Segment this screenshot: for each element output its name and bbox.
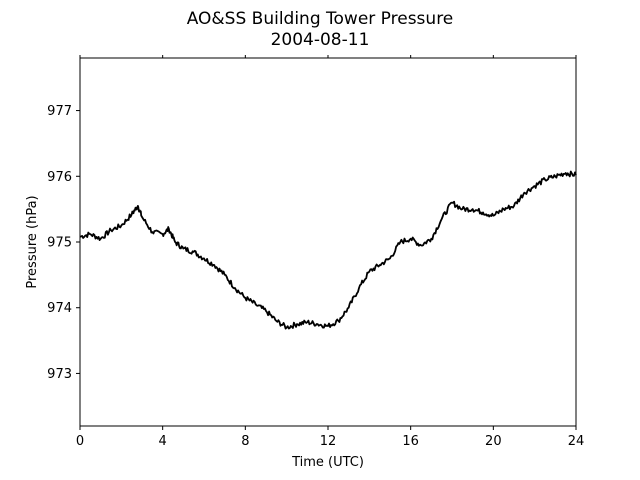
- chart-title: AO&SS Building Tower Pressure: [187, 9, 454, 29]
- y-tick-label: 975: [47, 236, 72, 251]
- y-tick-label: 974: [47, 301, 72, 316]
- x-tick-label: 12: [320, 434, 337, 449]
- x-axis: 0 4 8 12 16 20 24: [76, 55, 584, 449]
- y-axis: 973 974 975 976 977: [47, 104, 80, 382]
- x-axis-label: Time (UTC): [291, 455, 364, 470]
- x-tick-label: 24: [568, 434, 585, 449]
- x-tick-label: 0: [76, 434, 84, 449]
- y-tick-label: 973: [47, 367, 72, 382]
- x-tick-label: 8: [241, 434, 249, 449]
- plot-frame: [79, 57, 577, 427]
- x-tick-label: 20: [485, 434, 502, 449]
- x-tick-label: 16: [402, 434, 419, 449]
- x-tick-label: 4: [159, 434, 167, 449]
- pressure-series-line: [79, 170, 577, 330]
- y-axis-label: Pressure (hPa): [25, 195, 40, 288]
- y-tick-label: 976: [47, 170, 72, 185]
- y-tick-label: 977: [47, 104, 72, 119]
- chart-subtitle: 2004-08-11: [271, 30, 370, 50]
